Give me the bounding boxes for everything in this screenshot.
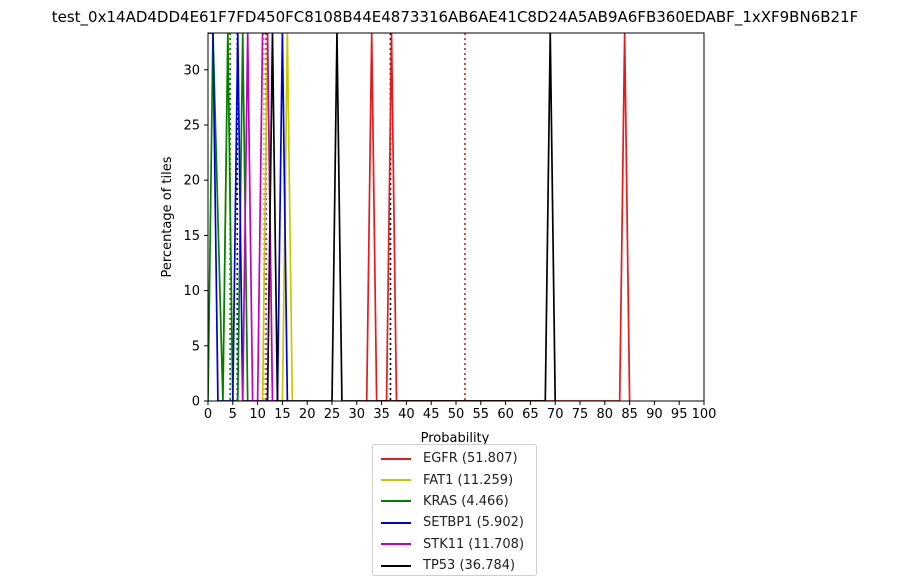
x-tick-label: 0 bbox=[204, 407, 212, 422]
y-tick-label: 5 bbox=[192, 339, 200, 354]
series-line-3 bbox=[208, 33, 289, 401]
x-tick-label: 50 bbox=[448, 407, 465, 422]
x-tick-label: 70 bbox=[547, 407, 564, 422]
y-tick-label: 10 bbox=[183, 284, 200, 299]
legend-swatch bbox=[381, 543, 411, 546]
x-tick-label: 35 bbox=[373, 407, 390, 422]
series-lines bbox=[208, 33, 631, 401]
x-axis-ticks: 0 5 10 15 20 25 30 35 40 45 50 55 60 65 70 75 80 85 90 95 10… bbox=[204, 401, 717, 422]
legend-swatch bbox=[381, 457, 411, 460]
x-tick-label: 40 bbox=[398, 407, 415, 422]
legend-item: STK11 (11.708) bbox=[381, 534, 536, 555]
legend-label: SETBP1 (5.902) bbox=[423, 515, 524, 531]
series-line-5 bbox=[266, 33, 557, 401]
plot-frame bbox=[207, 32, 705, 402]
x-tick-label: 20 bbox=[299, 407, 316, 422]
x-tick-label: 45 bbox=[423, 407, 440, 422]
x-tick-label: 65 bbox=[522, 407, 539, 422]
x-tick-label: 95 bbox=[671, 407, 688, 422]
series-line-0 bbox=[365, 33, 631, 401]
y-tick-label: 30 bbox=[183, 63, 200, 78]
legend-label: STK11 (11.708) bbox=[423, 536, 525, 552]
legend-swatch bbox=[381, 521, 411, 524]
x-tick-label: 55 bbox=[473, 407, 490, 422]
legend-swatch bbox=[381, 479, 411, 482]
chart-title: test_0x14AD4DD4E61F7FD450FC8108B44E48733… bbox=[52, 8, 859, 27]
y-tick-label: 25 bbox=[183, 118, 200, 133]
legend-label: EGFR (51.807) bbox=[423, 451, 518, 467]
x-axis-label: Probability bbox=[421, 431, 490, 446]
legend-swatch bbox=[381, 564, 411, 567]
x-tick-label: 90 bbox=[646, 407, 663, 422]
x-tick-label: 75 bbox=[572, 407, 589, 422]
x-tick-label: 25 bbox=[324, 407, 341, 422]
x-tick-label: 80 bbox=[597, 407, 614, 422]
y-tick-label: 15 bbox=[183, 229, 200, 244]
y-tick-label: 0 bbox=[192, 395, 200, 410]
legend-label: KRAS (4.466) bbox=[423, 493, 509, 509]
legend-item: KRAS (4.466) bbox=[381, 491, 536, 512]
legend-item: FAT1 (11.259) bbox=[381, 469, 536, 490]
legend-item: TP53 (36.784) bbox=[381, 555, 536, 576]
legend-label: FAT1 (11.259) bbox=[423, 472, 514, 488]
legend-item: EGFR (51.807) bbox=[381, 448, 536, 469]
legend: EGFR (51.807) FAT1 (11.259) KRAS (4.466) SE… bbox=[372, 444, 537, 576]
y-axis-label: Percentage of tiles bbox=[160, 156, 175, 277]
x-tick-label: 100 bbox=[692, 407, 717, 422]
x-tick-label: 85 bbox=[621, 407, 638, 422]
y-axis-ticks: 0 5 10 15 20 25 30 bbox=[183, 63, 208, 410]
x-tick-label: 15 bbox=[274, 407, 291, 422]
legend-label: TP53 (36.784) bbox=[423, 558, 516, 574]
x-tick-label: 10 bbox=[249, 407, 266, 422]
legend-item: SETBP1 (5.902) bbox=[381, 512, 536, 533]
legend-swatch bbox=[381, 500, 411, 503]
x-tick-label: 5 bbox=[229, 407, 237, 422]
y-tick-label: 20 bbox=[183, 174, 200, 189]
x-tick-label: 30 bbox=[349, 407, 366, 422]
x-tick-label: 60 bbox=[497, 407, 514, 422]
